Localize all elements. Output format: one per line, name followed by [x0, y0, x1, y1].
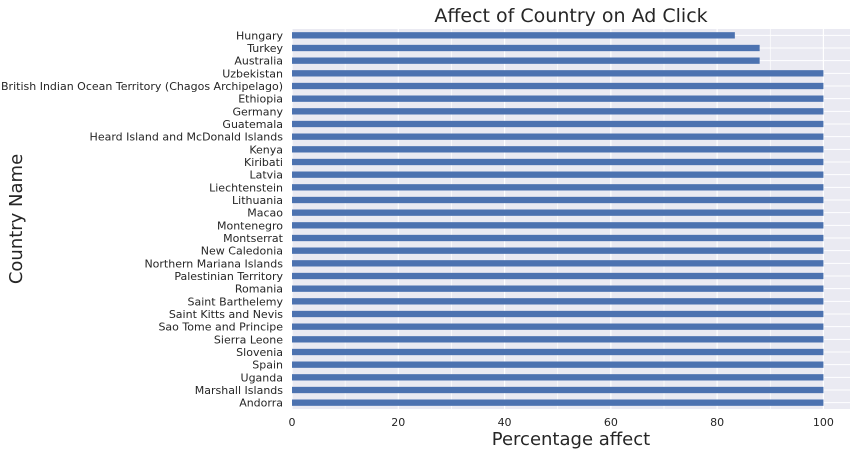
- y-tick-label: Spain: [252, 359, 283, 372]
- bar: [292, 247, 824, 254]
- x-tick-label: 20: [391, 416, 405, 429]
- bar: [292, 120, 824, 128]
- bar: [292, 361, 824, 368]
- y-tick-label: Heard Island and McDonald Islands: [90, 131, 284, 144]
- x-tick-label: 80: [710, 416, 724, 429]
- y-tick-label: Lithuania: [232, 194, 283, 207]
- plot-background: [292, 29, 850, 409]
- y-tick-label: British Indian Ocean Territory (Chagos A…: [1, 80, 283, 93]
- y-tick-label: Uganda: [241, 371, 283, 384]
- x-tick-labels: 0 20 40 60 80 100: [289, 416, 834, 429]
- y-tick-label: Turkey: [246, 42, 283, 55]
- y-tick-label: Ethiopia: [238, 93, 283, 106]
- bar: [292, 310, 824, 318]
- y-tick-label: Kenya: [249, 143, 283, 156]
- y-tick-label: Macao: [247, 207, 283, 220]
- y-tick-label: Palestinian Territory: [174, 270, 283, 283]
- bar: [292, 196, 824, 204]
- y-axis-title: Country Name: [6, 154, 27, 284]
- y-tick-label: New Caledonia: [201, 245, 283, 258]
- y-tick-label: Northern Mariana Islands: [144, 257, 283, 270]
- bar: [292, 108, 824, 115]
- bar: [292, 57, 760, 64]
- bar: [292, 260, 824, 267]
- x-tick-label: 100: [813, 416, 834, 429]
- bar: [292, 234, 824, 242]
- bar: [292, 209, 824, 216]
- y-tick-label: Kiribati: [244, 156, 283, 169]
- y-tick-label: Montenegro: [217, 219, 283, 232]
- bar: [292, 336, 824, 343]
- x-axis-title: Percentage affect: [492, 429, 650, 450]
- bar: [292, 285, 824, 292]
- bar: [292, 171, 824, 178]
- y-tick-label: Marshall Islands: [195, 384, 284, 397]
- y-tick-label: Saint Barthelemy: [188, 295, 284, 308]
- bar: [292, 272, 824, 280]
- y-tick-label: Montserrat: [223, 232, 284, 245]
- y-tick-label: Slovenia: [236, 346, 283, 359]
- y-tick-label: Romania: [235, 283, 283, 296]
- y-tick-label: Guatemala: [222, 118, 283, 131]
- bar: [292, 323, 824, 330]
- bar: [292, 374, 824, 381]
- bar: [292, 70, 824, 77]
- chart-title: Affect of Country on Ad Click: [434, 5, 707, 27]
- bar: [292, 348, 824, 356]
- x-tick-label: 40: [498, 416, 512, 429]
- x-tick-label: 0: [289, 416, 296, 429]
- bar: [292, 44, 760, 52]
- bar: [292, 82, 824, 90]
- y-tick-label: Andorra: [239, 397, 283, 410]
- y-tick-label: Sierra Leone: [214, 333, 283, 346]
- bar: [292, 184, 824, 191]
- y-tick-label: Latvia: [250, 169, 284, 182]
- y-tick-labels: HungaryTurkeyAustraliaUzbekistanBritish …: [1, 29, 284, 409]
- bars: [292, 32, 824, 406]
- bar: [292, 298, 824, 305]
- bar: [292, 158, 824, 166]
- y-tick-label: Uzbekistan: [222, 67, 283, 80]
- y-tick-label: Germany: [232, 105, 283, 118]
- y-tick-label: Liechtenstein: [209, 181, 283, 194]
- bar: [292, 95, 824, 102]
- y-tick-label: Hungary: [236, 29, 283, 42]
- bar: [292, 32, 735, 39]
- y-tick-label: Sao Tome and Principe: [158, 321, 283, 334]
- bar: [292, 222, 824, 229]
- x-tick-label: 60: [604, 416, 618, 429]
- y-tick-label: Saint Kitts and Nevis: [169, 308, 283, 321]
- y-tick-label: Australia: [234, 55, 283, 68]
- bar: [292, 133, 824, 140]
- bar: [292, 399, 824, 406]
- bar: [292, 146, 824, 153]
- bar: [292, 386, 824, 394]
